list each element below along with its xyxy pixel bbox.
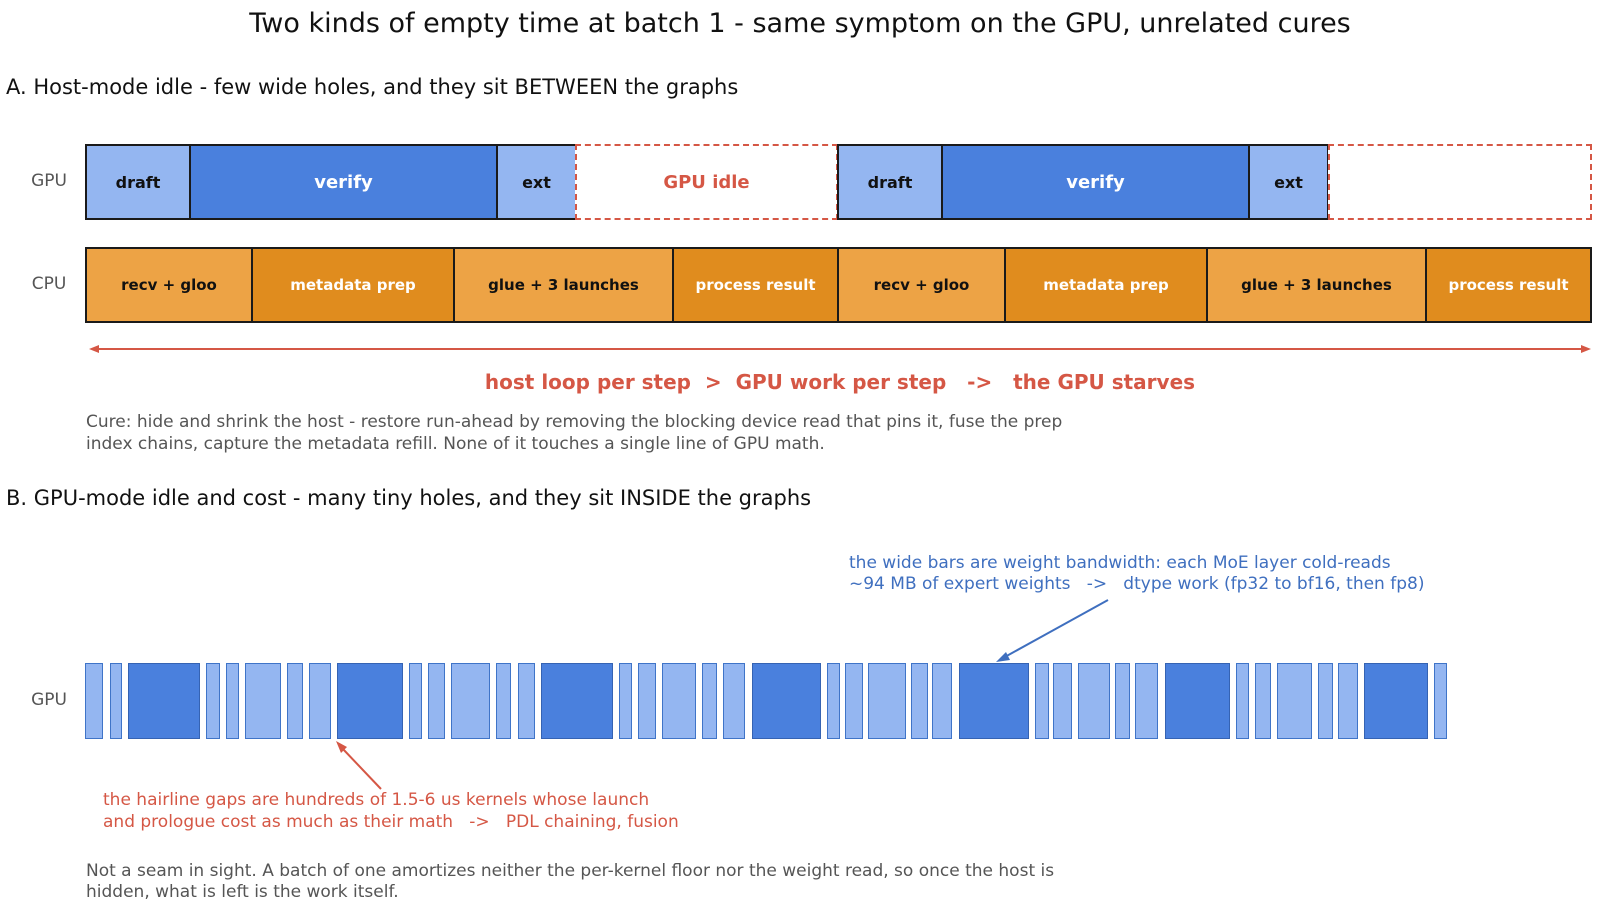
small-kernel-bar: [1255, 663, 1271, 739]
gpu-block-verify: verify: [189, 144, 498, 220]
cpu-block-process-result: process result: [1425, 247, 1592, 323]
blue-note-line-2: ~94 MB of expert weights -> dtype work (…: [849, 574, 1425, 594]
small-kernel-bar: [619, 663, 632, 739]
blue-note-line-1: the wide bars are weight bandwidth: each…: [849, 553, 1391, 573]
small-kernel-bar: [85, 663, 103, 739]
small-kernel-bar: [1053, 663, 1072, 739]
small-kernel-bar: [309, 663, 331, 739]
small-kernel-bar: [1078, 663, 1110, 739]
cpu-block-glue-launches: glue + 3 launches: [1206, 247, 1427, 323]
small-kernel-bar: [1236, 663, 1249, 739]
small-kernel-bar: [110, 663, 122, 739]
weight-read-kernel-bar: [128, 663, 200, 739]
small-kernel-bar: [1277, 663, 1312, 739]
cpu-block-glue-launches: glue + 3 launches: [453, 247, 674, 323]
section-b-heading: B. GPU-mode idle and cost - many tiny ho…: [6, 486, 812, 510]
cpu-row-label: CPU: [31, 274, 67, 294]
footer-text-line-2: hidden, what is left is the work itself.: [86, 882, 399, 902]
weight-read-kernel-bar: [959, 663, 1029, 739]
red-note-line-2: and prologue cost as much as their math …: [103, 812, 679, 832]
cpu-block-metadata-prep: metadata prep: [1004, 247, 1208, 323]
small-kernel-bar: [206, 663, 220, 739]
small-kernel-bar: [1434, 663, 1447, 739]
weight-read-kernel-bar: [337, 663, 403, 739]
small-kernel-bar: [496, 663, 511, 739]
small-kernel-bar: [451, 663, 490, 739]
cpu-block-metadata-prep: metadata prep: [251, 247, 455, 323]
small-kernel-bar: [1338, 663, 1358, 739]
small-kernel-bar: [723, 663, 745, 739]
small-kernel-bar: [932, 663, 952, 739]
small-kernel-bar: [1135, 663, 1158, 739]
cpu-block-recv-gloo: recv + gloo: [837, 247, 1006, 323]
footer-text-line-1: Not a seam in sight. A batch of one amor…: [86, 861, 1055, 881]
small-kernel-bar: [911, 663, 928, 739]
red-note-line-1: the hairline gaps are hundreds of 1.5-6 …: [103, 790, 650, 810]
weight-read-kernel-bar: [1364, 663, 1428, 739]
cure-text-line-1: Cure: hide and shrink the host - restore…: [86, 412, 1063, 432]
small-kernel-bar: [827, 663, 840, 739]
gpu-block-verify: verify: [941, 144, 1250, 220]
gpu-block-ext: ext: [496, 144, 577, 220]
small-kernel-bar: [1035, 663, 1049, 739]
cpu-block-process-result: process result: [672, 247, 839, 323]
small-kernel-bar: [662, 663, 696, 739]
span-caption: host loop per step > GPU work per step -…: [484, 370, 1196, 394]
weight-read-kernel-bar: [541, 663, 613, 739]
small-kernel-bar: [287, 663, 303, 739]
gpu-row-label-b: GPU: [31, 690, 67, 710]
small-kernel-bar: [845, 663, 863, 739]
small-kernel-bar: [868, 663, 906, 739]
gpu-block-idle: [1328, 144, 1592, 220]
cure-text-line-2: index chains, capture the metadata refil…: [86, 434, 825, 454]
weight-read-kernel-bar: [752, 663, 821, 739]
small-kernel-bar: [702, 663, 717, 739]
small-kernel-bar: [245, 663, 281, 739]
small-kernel-bar: [428, 663, 445, 739]
small-kernel-bar: [1115, 663, 1130, 739]
cpu-block-recv-gloo: recv + gloo: [85, 247, 253, 323]
gpu-block-ext: ext: [1248, 144, 1329, 220]
gpu-block-draft: draft: [837, 144, 943, 220]
gpu-row-label: GPU: [31, 171, 67, 191]
gpu-block-idle: GPU idle: [575, 144, 838, 220]
small-kernel-bar: [638, 663, 656, 739]
section-a-heading: A. Host-mode idle - few wide holes, and …: [6, 75, 739, 99]
small-kernel-bar: [518, 663, 535, 739]
weight-read-kernel-bar: [1165, 663, 1230, 739]
small-kernel-bar: [409, 663, 422, 739]
diagram-title: Two kinds of empty time at batch 1 - sam…: [249, 8, 1351, 39]
small-kernel-bar: [226, 663, 239, 739]
small-kernel-bar: [1318, 663, 1333, 739]
